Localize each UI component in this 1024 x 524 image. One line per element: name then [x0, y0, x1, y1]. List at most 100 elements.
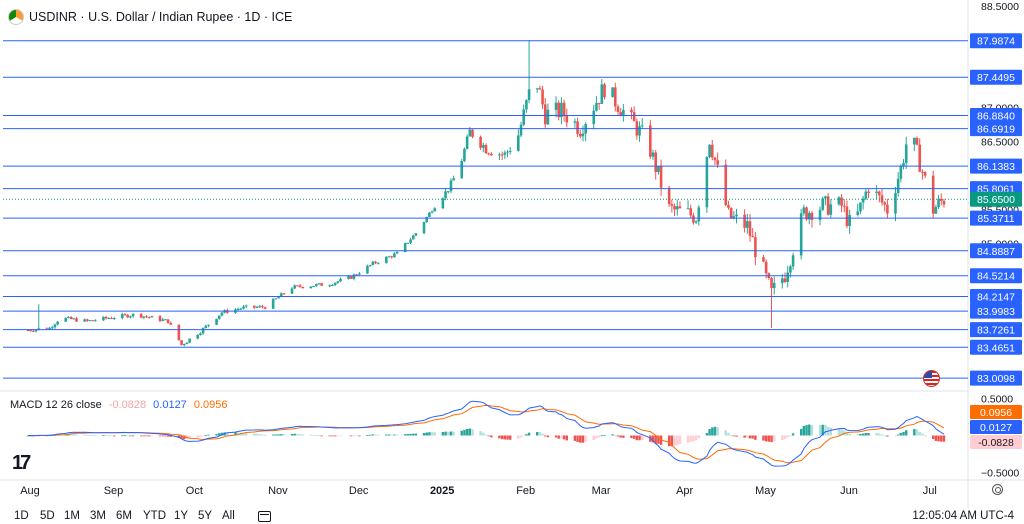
candle-body: [196, 334, 200, 339]
macd-hist-bar: [619, 435, 622, 438]
macd-hist-bar: [164, 435, 167, 437]
candle-body: [894, 193, 897, 214]
macd-hist-bar: [802, 425, 806, 436]
macd-hist-bar: [557, 435, 560, 439]
macd-hist-bar: [274, 434, 278, 436]
candle-body: [632, 112, 636, 122]
macd-hist-bar: [104, 435, 108, 437]
us-flag-icon[interactable]: [923, 370, 940, 387]
timeframe-6m[interactable]: 6M: [116, 510, 132, 522]
macd-hist-bar: [915, 429, 919, 436]
macd-hist-bar: [355, 435, 358, 437]
timeframe-ytd[interactable]: YTD: [143, 510, 166, 522]
macd-hist-bar: [705, 433, 709, 436]
macd-hist-bar: [102, 435, 105, 437]
candle-body: [444, 191, 447, 199]
macd-hist-bar: [751, 435, 754, 439]
candle-body: [331, 284, 334, 286]
timeframe-1d[interactable]: 1D: [14, 510, 29, 522]
candle-body: [56, 321, 59, 325]
timeframe-1y[interactable]: 1Y: [174, 510, 189, 522]
macd-hist-bar: [711, 427, 714, 436]
macd-hist-bar: [724, 430, 727, 436]
timeframe-all[interactable]: All: [222, 510, 235, 522]
macd-hist-bar: [845, 432, 849, 436]
candle-body: [441, 198, 445, 209]
candle-body: [713, 157, 717, 161]
candle-body: [145, 316, 148, 318]
candle-body: [751, 235, 754, 238]
candle-body: [449, 180, 453, 192]
timeframe-5d[interactable]: 5D: [40, 510, 55, 522]
candle-body: [32, 330, 35, 332]
macd-hist-bar: [667, 435, 671, 447]
macd-hist-bar: [770, 435, 773, 443]
macd-hist-bar: [708, 428, 711, 436]
candle-body: [481, 145, 485, 148]
candle-body: [328, 285, 332, 287]
candle-body: [479, 136, 482, 148]
macd-hist-bar: [277, 434, 280, 436]
macd-hist-bar: [403, 434, 407, 436]
settings-icon[interactable]: [992, 484, 1003, 495]
macd-hist-bar: [255, 433, 259, 436]
candle-body: [686, 208, 690, 210]
macd-hist-bar: [560, 435, 563, 439]
candle-body: [818, 209, 822, 220]
symbol[interactable]: USDINR: [29, 10, 77, 24]
candle-body: [290, 288, 294, 294]
candle-body: [522, 109, 525, 125]
candle-body: [942, 200, 946, 205]
candle-body: [185, 342, 189, 345]
candle-body: [675, 206, 679, 210]
candle-body: [810, 212, 814, 220]
macd-legend[interactable]: MACD 12 26 close -0.0828 0.0127 0.0956: [10, 399, 228, 411]
macd-hist-bar: [471, 429, 474, 436]
macd-hist-bar: [129, 435, 132, 437]
candle-body: [498, 154, 501, 156]
candle-body: [613, 87, 617, 107]
timeframe-1m[interactable]: 1M: [64, 510, 80, 522]
macd-hist-bar: [786, 435, 789, 438]
tradingview-logo[interactable]: 17: [12, 452, 31, 474]
candle-body: [390, 256, 393, 258]
macd-hist-bar: [245, 433, 248, 436]
macd-tick-label: −0.5000: [981, 467, 1019, 479]
macd-hist-bar: [385, 434, 388, 436]
macd-hist-bar: [395, 434, 399, 436]
macd-hist-bar: [148, 435, 151, 437]
macd-hist-bar: [829, 427, 833, 436]
macd-hist-bar: [600, 435, 604, 437]
candle-body: [821, 198, 825, 210]
calendar-icon[interactable]: [258, 511, 271, 522]
macd-hist-bar: [490, 435, 493, 438]
candle-body: [791, 255, 795, 267]
time-axis-label: 2025: [430, 485, 454, 497]
level-price-label: 83.0098: [977, 373, 1015, 385]
macd-hist-bar: [414, 433, 418, 436]
candle-body: [915, 137, 919, 145]
candle-body: [188, 338, 191, 343]
candle-body: [142, 316, 146, 318]
timeframe-3m[interactable]: 3M: [90, 510, 106, 522]
candle-body: [657, 166, 660, 173]
candle-body: [166, 319, 170, 323]
macd-hist-bar: [694, 435, 698, 441]
macd-hist-bar: [632, 435, 636, 439]
candle-body: [904, 144, 908, 163]
candle-body: [460, 160, 464, 179]
candle-body: [279, 293, 283, 298]
macd-hist-bar: [519, 435, 523, 438]
level-price-tag: [970, 303, 1022, 319]
candle-body: [560, 102, 563, 118]
interval[interactable]: 1D: [244, 10, 261, 24]
candle-body: [110, 318, 113, 320]
clock-timezone[interactable]: 12:05:04 AM UTC-4: [912, 510, 1014, 522]
timeframe-5y[interactable]: 5Y: [198, 510, 213, 522]
macd-histogram: [26, 424, 946, 447]
time-axis-label: Aug: [20, 485, 40, 497]
macd-hist-bar: [83, 434, 86, 436]
candle-body: [918, 144, 922, 172]
candle-body: [430, 211, 434, 213]
